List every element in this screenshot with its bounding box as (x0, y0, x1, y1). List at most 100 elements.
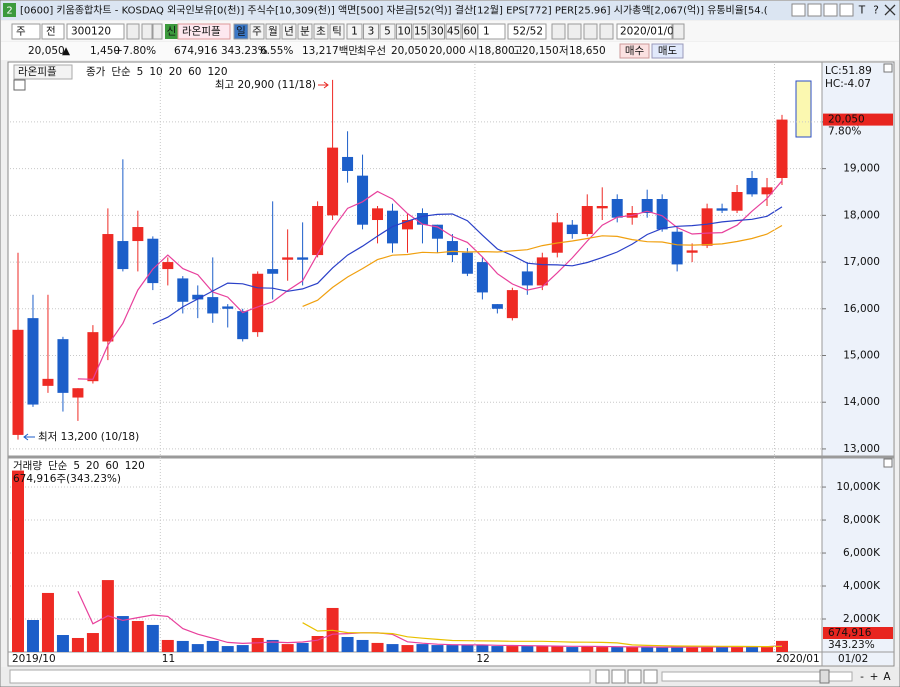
minute-button[interactable] (363, 23, 379, 40)
timeframe-button[interactable] (265, 23, 281, 40)
candle-body (506, 290, 518, 319)
y-tick-label: 14,000 (843, 396, 880, 408)
timeframe-button[interactable] (281, 23, 297, 40)
volume-bar (461, 645, 474, 652)
close-button[interactable] (884, 4, 896, 16)
prev-button[interactable]: 전 (46, 26, 56, 38)
minute[interactable]: 3 (368, 26, 375, 38)
volume-bar (251, 637, 264, 652)
x-tick-label: 2019/10 (12, 653, 56, 665)
stock-name[interactable]: 라온피플 (182, 26, 221, 38)
badge-label: 신 (167, 26, 177, 38)
tool-icon[interactable] (599, 23, 614, 40)
timeframe[interactable]: 월 (268, 26, 278, 38)
stock-name-box[interactable] (177, 23, 231, 40)
button[interactable] (477, 23, 506, 40)
y-tick-label: 2,000K (843, 613, 881, 625)
window-button[interactable] (823, 3, 838, 17)
candle-body (327, 147, 339, 216)
window-button-label[interactable]: ? (873, 5, 879, 17)
timeframe[interactable]: 틱 (332, 26, 342, 38)
button[interactable] (152, 23, 163, 40)
scroll-button[interactable] (627, 669, 642, 684)
auto-scale[interactable]: A (883, 671, 891, 683)
zoom-track[interactable] (661, 671, 853, 682)
minute[interactable]: 15 (414, 26, 427, 38)
count[interactable]: 52/52 (513, 26, 543, 38)
period-type[interactable]: 주 (16, 26, 26, 38)
candle-body (536, 257, 548, 286)
button[interactable] (616, 23, 673, 40)
button[interactable] (66, 23, 125, 40)
button[interactable] (11, 23, 41, 40)
window-button[interactable] (807, 3, 822, 17)
buy-label[interactable]: 매수 (625, 45, 645, 57)
quote-bid: 20,000 (429, 45, 466, 57)
minute-button[interactable] (412, 23, 429, 40)
grid-icon[interactable] (13, 79, 26, 91)
window-button-label[interactable]: T (858, 5, 866, 17)
minute-button[interactable] (429, 23, 445, 40)
unit[interactable]: 1 (483, 26, 490, 38)
timeframe[interactable]: 주 (252, 26, 262, 38)
sell-button[interactable] (651, 43, 684, 59)
zoom-thumb[interactable] (819, 669, 830, 684)
candle-body (656, 199, 668, 230)
timeframe-button[interactable] (329, 23, 345, 40)
legend-entry: 120 (207, 66, 227, 78)
date[interactable]: 2020/01/02 (620, 26, 681, 38)
sell-label[interactable]: 매도 (658, 45, 678, 57)
pane-title: 라온피플 (18, 66, 57, 78)
zoom-in[interactable]: + (870, 671, 879, 683)
tool-icon[interactable] (583, 23, 598, 40)
timeframe[interactable]: 초 (316, 26, 326, 38)
pane-button[interactable] (883, 458, 893, 468)
minute-button[interactable] (445, 23, 462, 40)
minute[interactable]: 1 (351, 26, 358, 38)
button[interactable] (507, 23, 547, 40)
timeframe-button[interactable] (249, 23, 265, 40)
badge (165, 24, 178, 39)
y-tick-label: 10,000K (836, 481, 881, 493)
scroll-button[interactable] (611, 669, 626, 684)
tool-icon[interactable] (567, 23, 582, 40)
button[interactable] (126, 23, 140, 40)
volume-bar (12, 470, 24, 652)
y-tick-label: 6,000K (843, 547, 881, 559)
y-tick-label: 13,000 (843, 443, 880, 455)
stock-code[interactable]: 300120 (71, 26, 111, 38)
minute[interactable]: 5 (384, 26, 391, 38)
minute[interactable]: 30 (430, 26, 443, 38)
x-tick-label: 11 (162, 653, 175, 665)
window-button[interactable] (791, 3, 806, 17)
button[interactable] (41, 23, 65, 40)
zoom-out[interactable]: - (860, 671, 864, 683)
y-tick-label: 19,000 (843, 163, 880, 175)
tool-icon[interactable] (551, 23, 566, 40)
scroll-button[interactable] (595, 669, 610, 684)
timeframe[interactable]: 일 (236, 25, 246, 38)
candle-body (372, 208, 384, 221)
timeframe[interactable]: 분 (300, 26, 310, 38)
pane-button[interactable] (883, 63, 893, 73)
calendar-icon[interactable] (672, 23, 685, 40)
scroll-button[interactable] (643, 669, 658, 684)
candle-body (776, 119, 788, 178)
minute[interactable]: 60 (463, 26, 476, 38)
scroll-track[interactable] (9, 669, 591, 684)
minute[interactable]: 45 (447, 26, 460, 38)
timeframe-button[interactable] (233, 23, 249, 40)
buy-button[interactable] (619, 43, 650, 59)
button[interactable] (141, 23, 153, 40)
minute[interactable]: 10 (397, 26, 410, 38)
timeframe-button[interactable] (297, 23, 313, 40)
minute-button[interactable] (379, 23, 396, 40)
minute-button[interactable] (396, 23, 412, 40)
candle-body (416, 213, 428, 225)
timeframe-button[interactable] (313, 23, 329, 40)
minute-button[interactable] (346, 23, 363, 40)
legend-entry: 거래량 (13, 460, 42, 472)
window-button[interactable] (839, 3, 854, 17)
timeframe[interactable]: 년 (284, 26, 294, 38)
